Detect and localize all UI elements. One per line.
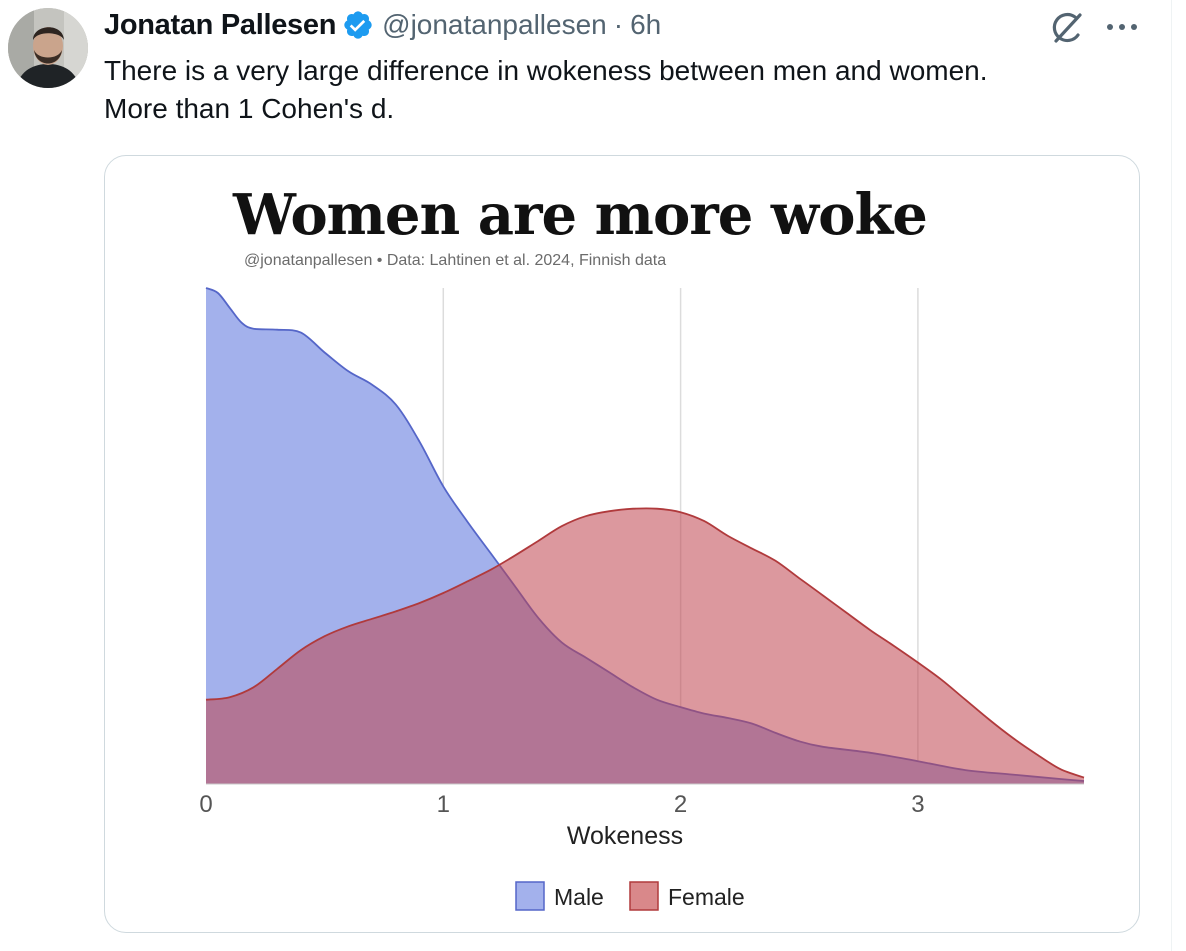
legend-swatch-female bbox=[629, 881, 659, 911]
x-tick-label-2: 2 bbox=[674, 791, 687, 818]
author-handle[interactable]: @jonatanpallesen bbox=[382, 9, 607, 40]
more-options-icon[interactable] bbox=[1104, 12, 1140, 42]
x-tick-label-0: 0 bbox=[199, 791, 212, 818]
tweet-image-card[interactable]: Women are more woke @jonatanpallesen • D… bbox=[104, 155, 1140, 933]
chart-subtitle: @jonatanpallesen • Data: Lahtinen et al.… bbox=[244, 252, 667, 269]
legend-label-female: Female bbox=[668, 884, 745, 910]
density-line-female bbox=[205, 507, 1085, 779]
density-area-female bbox=[206, 508, 1084, 784]
tweet-text-line-2: More than 1 Cohen's d. bbox=[104, 93, 395, 124]
density-chart: 0 1 2 3 Wokeness Male Female bbox=[199, 287, 1085, 911]
x-axis-label: Wokeness bbox=[567, 822, 683, 850]
avatar[interactable] bbox=[8, 8, 88, 88]
timestamp[interactable]: 6h bbox=[630, 9, 662, 40]
chart-title: Women are more woke bbox=[233, 182, 928, 248]
legend-swatch-male bbox=[515, 881, 545, 911]
x-tick-label-1: 1 bbox=[437, 791, 450, 818]
legend-label-male: Male bbox=[554, 884, 604, 910]
verified-badge-icon[interactable] bbox=[342, 9, 374, 41]
author-name[interactable]: Jonatan Pallesen bbox=[104, 8, 337, 41]
separator-dot: · bbox=[613, 9, 624, 40]
timeline-border bbox=[1171, 0, 1172, 951]
tweet-header: Jonatan Pallesen @jonatanpallesen · 6h bbox=[104, 6, 661, 44]
tweet-text: There is a very large difference in woke… bbox=[104, 52, 1144, 128]
grok-icon[interactable] bbox=[1047, 8, 1087, 48]
x-tick-label-3: 3 bbox=[911, 791, 924, 818]
tweet-text-line-1: There is a very large difference in woke… bbox=[104, 55, 988, 86]
